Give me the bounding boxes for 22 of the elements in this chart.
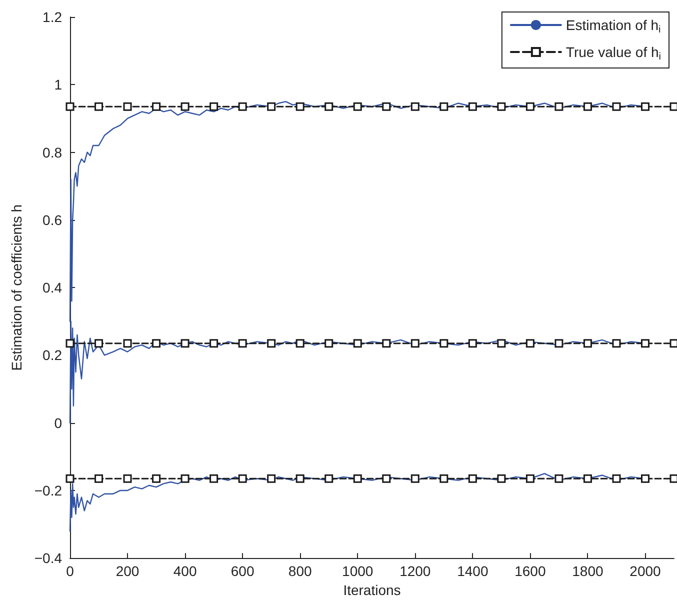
x-tick-label: 600 (230, 563, 254, 580)
y-axis-title: Estimation of coefficients h (8, 204, 24, 371)
y-tick-label: −0.4 (34, 550, 62, 566)
x-tick-label: 1000 (342, 563, 374, 580)
y-tick-label: −0.2 (34, 482, 62, 498)
y-tick-label: 0 (54, 414, 62, 431)
x-tick-label: 800 (288, 563, 312, 580)
x-axis-title: Iterations (343, 582, 401, 598)
x-tick-label: 0 (66, 563, 74, 580)
y-tick-label: 1.2 (42, 9, 62, 25)
x-tick-label: 200 (116, 563, 140, 580)
x-tick-label: 400 (173, 563, 197, 580)
y-tick-label: 0.8 (42, 144, 62, 160)
x-tick-label: 1800 (572, 563, 604, 580)
y-tick-label: 0.2 (42, 347, 62, 364)
x-tick-label: 1200 (400, 563, 431, 580)
y-tick-label: 1 (54, 76, 62, 93)
x-tick-label: 1600 (514, 563, 546, 580)
y-tick-label: 0.4 (42, 280, 62, 296)
y-tick-label: 0.6 (42, 212, 62, 228)
x-tick-label: 2000 (630, 563, 662, 580)
x-tick-label: 1400 (457, 563, 488, 580)
